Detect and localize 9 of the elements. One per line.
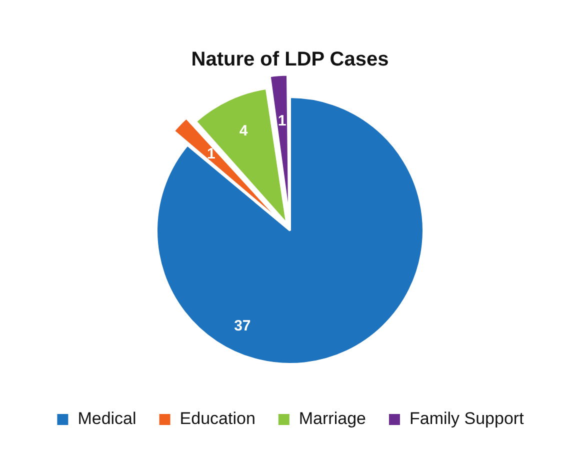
legend-label: Marriage [298, 409, 366, 428]
data-label: 37 [234, 317, 251, 334]
legend-label: Medical [78, 409, 136, 428]
data-label: 1 [278, 112, 286, 130]
legend-label: Family Support [409, 409, 524, 428]
legend-label: Education [180, 409, 256, 428]
chart-title: Nature of LDP Cases [191, 48, 389, 71]
data-label: 4 [239, 122, 248, 140]
data-label: 1 [207, 146, 216, 163]
